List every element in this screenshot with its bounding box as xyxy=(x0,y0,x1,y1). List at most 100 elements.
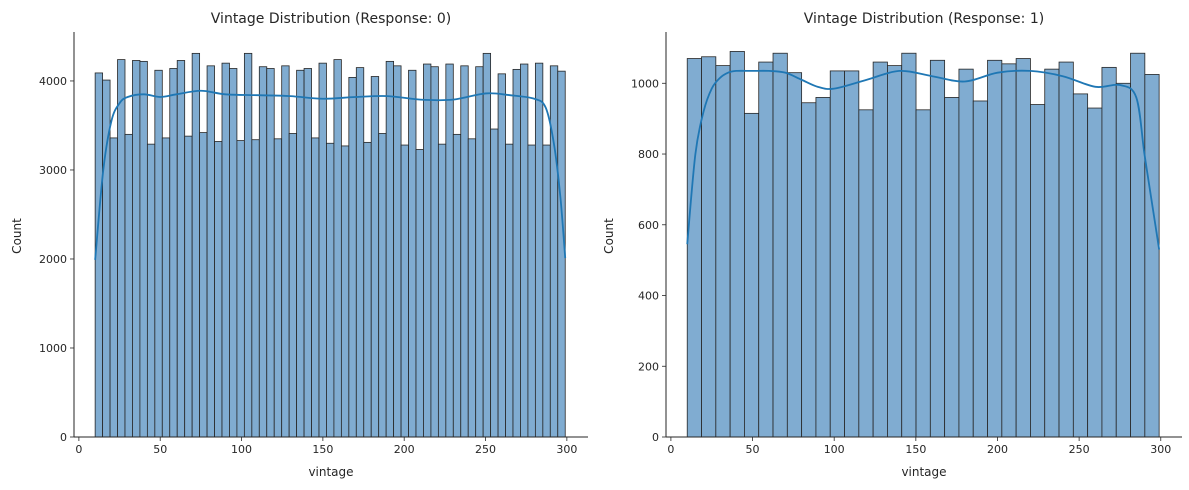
y-tick-label: 400 xyxy=(638,290,659,303)
x-axis-label: vintage xyxy=(308,465,353,479)
histogram-bar xyxy=(1144,74,1160,438)
histogram-bar xyxy=(475,66,484,438)
histogram-bar xyxy=(161,137,171,438)
histogram-bar xyxy=(206,65,215,438)
histogram-bar xyxy=(370,76,380,438)
histogram-bar xyxy=(109,137,118,438)
chart-title: Vintage Distribution (Response: 0) xyxy=(211,11,451,27)
histogram-bar xyxy=(229,68,238,438)
histogram-bar xyxy=(490,128,499,438)
x-tick-label: 150 xyxy=(905,443,926,456)
panel-response-1: Vintage Distribution (Response: 1) vinta… xyxy=(602,11,1182,479)
axis-spines xyxy=(73,32,588,438)
x-ticks: 0 50 100 150 200 250 300 xyxy=(667,437,1171,456)
histogram-bar xyxy=(273,138,283,438)
kde-line xyxy=(686,69,1161,250)
histogram-bar xyxy=(958,68,974,438)
x-tick-label: 300 xyxy=(1150,443,1171,456)
histogram-bar xyxy=(258,66,268,438)
histogram-bar xyxy=(214,141,223,438)
histogram-bar xyxy=(243,52,253,438)
histogram-bar xyxy=(445,63,454,438)
x-tick-label: 250 xyxy=(475,443,496,456)
histogram-bar xyxy=(1044,68,1060,438)
histogram-bar xyxy=(199,132,208,438)
histogram-bar xyxy=(132,60,141,438)
y-tick-label: 0 xyxy=(60,431,67,444)
histogram-bar xyxy=(915,109,931,438)
panel-response-0: Vintage Distribution (Response: 0) vinta… xyxy=(10,11,588,479)
histogram-bar xyxy=(363,141,372,438)
histogram-bar xyxy=(184,135,193,438)
y-axis-label: Count xyxy=(10,218,24,254)
histogram-bar xyxy=(534,62,544,438)
histogram-bar xyxy=(1087,107,1103,438)
histogram-bar xyxy=(1058,61,1074,438)
histogram-bar xyxy=(772,52,788,438)
histogram-bar xyxy=(858,109,874,438)
x-tick-label: 0 xyxy=(667,443,674,456)
histogram-bar xyxy=(542,144,551,438)
kde-curve-group xyxy=(94,89,567,260)
chart-title: Vintage Distribution (Response: 1) xyxy=(804,11,1044,27)
histogram-bar xyxy=(340,145,350,438)
histogram-bar xyxy=(505,143,514,438)
y-ticks: 0 200 400 600 800 1000 xyxy=(631,77,666,444)
x-tick-label: 50 xyxy=(153,443,167,456)
histogram-bar xyxy=(333,59,342,438)
kde-line xyxy=(94,89,567,260)
histogram-bar xyxy=(385,60,395,438)
histogram-bar xyxy=(1072,93,1089,438)
histogram-bar xyxy=(437,143,447,438)
histogram-bar xyxy=(1001,63,1017,438)
histogram-bar xyxy=(348,76,357,438)
x-tick-label: 100 xyxy=(824,443,845,456)
histogram-bar xyxy=(408,69,417,438)
y-tick-label: 200 xyxy=(638,360,659,373)
y-tick-label: 800 xyxy=(638,148,659,161)
y-tick-label: 1000 xyxy=(631,77,659,90)
histogram-bar xyxy=(355,67,365,438)
x-ticks: 0 50 100 150 200 250 300 xyxy=(75,437,577,456)
x-tick-label: 150 xyxy=(312,443,333,456)
histogram-bar xyxy=(786,72,803,438)
histogram-bar xyxy=(176,60,186,438)
histogram-bar xyxy=(221,62,230,438)
x-tick-label: 200 xyxy=(987,443,1008,456)
histogram-bar xyxy=(124,133,133,438)
histogram-bar xyxy=(154,69,163,438)
histogram-bar xyxy=(482,52,492,438)
y-tick-label: 4000 xyxy=(39,75,67,88)
histogram-bar xyxy=(311,137,320,438)
histogram-bar xyxy=(460,65,469,438)
histogram-bar xyxy=(236,140,245,438)
histogram-bar xyxy=(527,144,536,438)
histogram-bar xyxy=(378,133,387,438)
histogram-bar xyxy=(318,62,327,438)
histogram-bar xyxy=(497,73,506,438)
histogram-bar xyxy=(715,65,731,438)
histogram-bar xyxy=(117,59,126,438)
histogram-bar xyxy=(972,100,988,438)
histogram-bar xyxy=(729,51,745,438)
histogram-bar xyxy=(1130,52,1146,438)
histogram-bar xyxy=(829,70,845,438)
histogram-bar xyxy=(415,149,424,438)
histogram-bar xyxy=(872,61,888,438)
histogram-bar xyxy=(1030,104,1046,438)
histogram-bars xyxy=(686,51,1160,438)
histogram-bar xyxy=(887,65,903,438)
histogram-bar xyxy=(944,97,960,438)
histogram-bar xyxy=(288,133,298,438)
histogram-bar xyxy=(549,65,559,438)
histogram-bar xyxy=(400,144,409,438)
histogram-bar xyxy=(929,59,946,438)
y-tick-label: 3000 xyxy=(39,164,67,177)
histogram-bar xyxy=(520,63,529,438)
x-tick-label: 50 xyxy=(746,443,760,456)
histogram-bars xyxy=(94,52,566,438)
y-tick-label: 600 xyxy=(638,219,659,232)
axis-spines xyxy=(665,32,1182,438)
y-tick-label: 2000 xyxy=(39,253,67,266)
